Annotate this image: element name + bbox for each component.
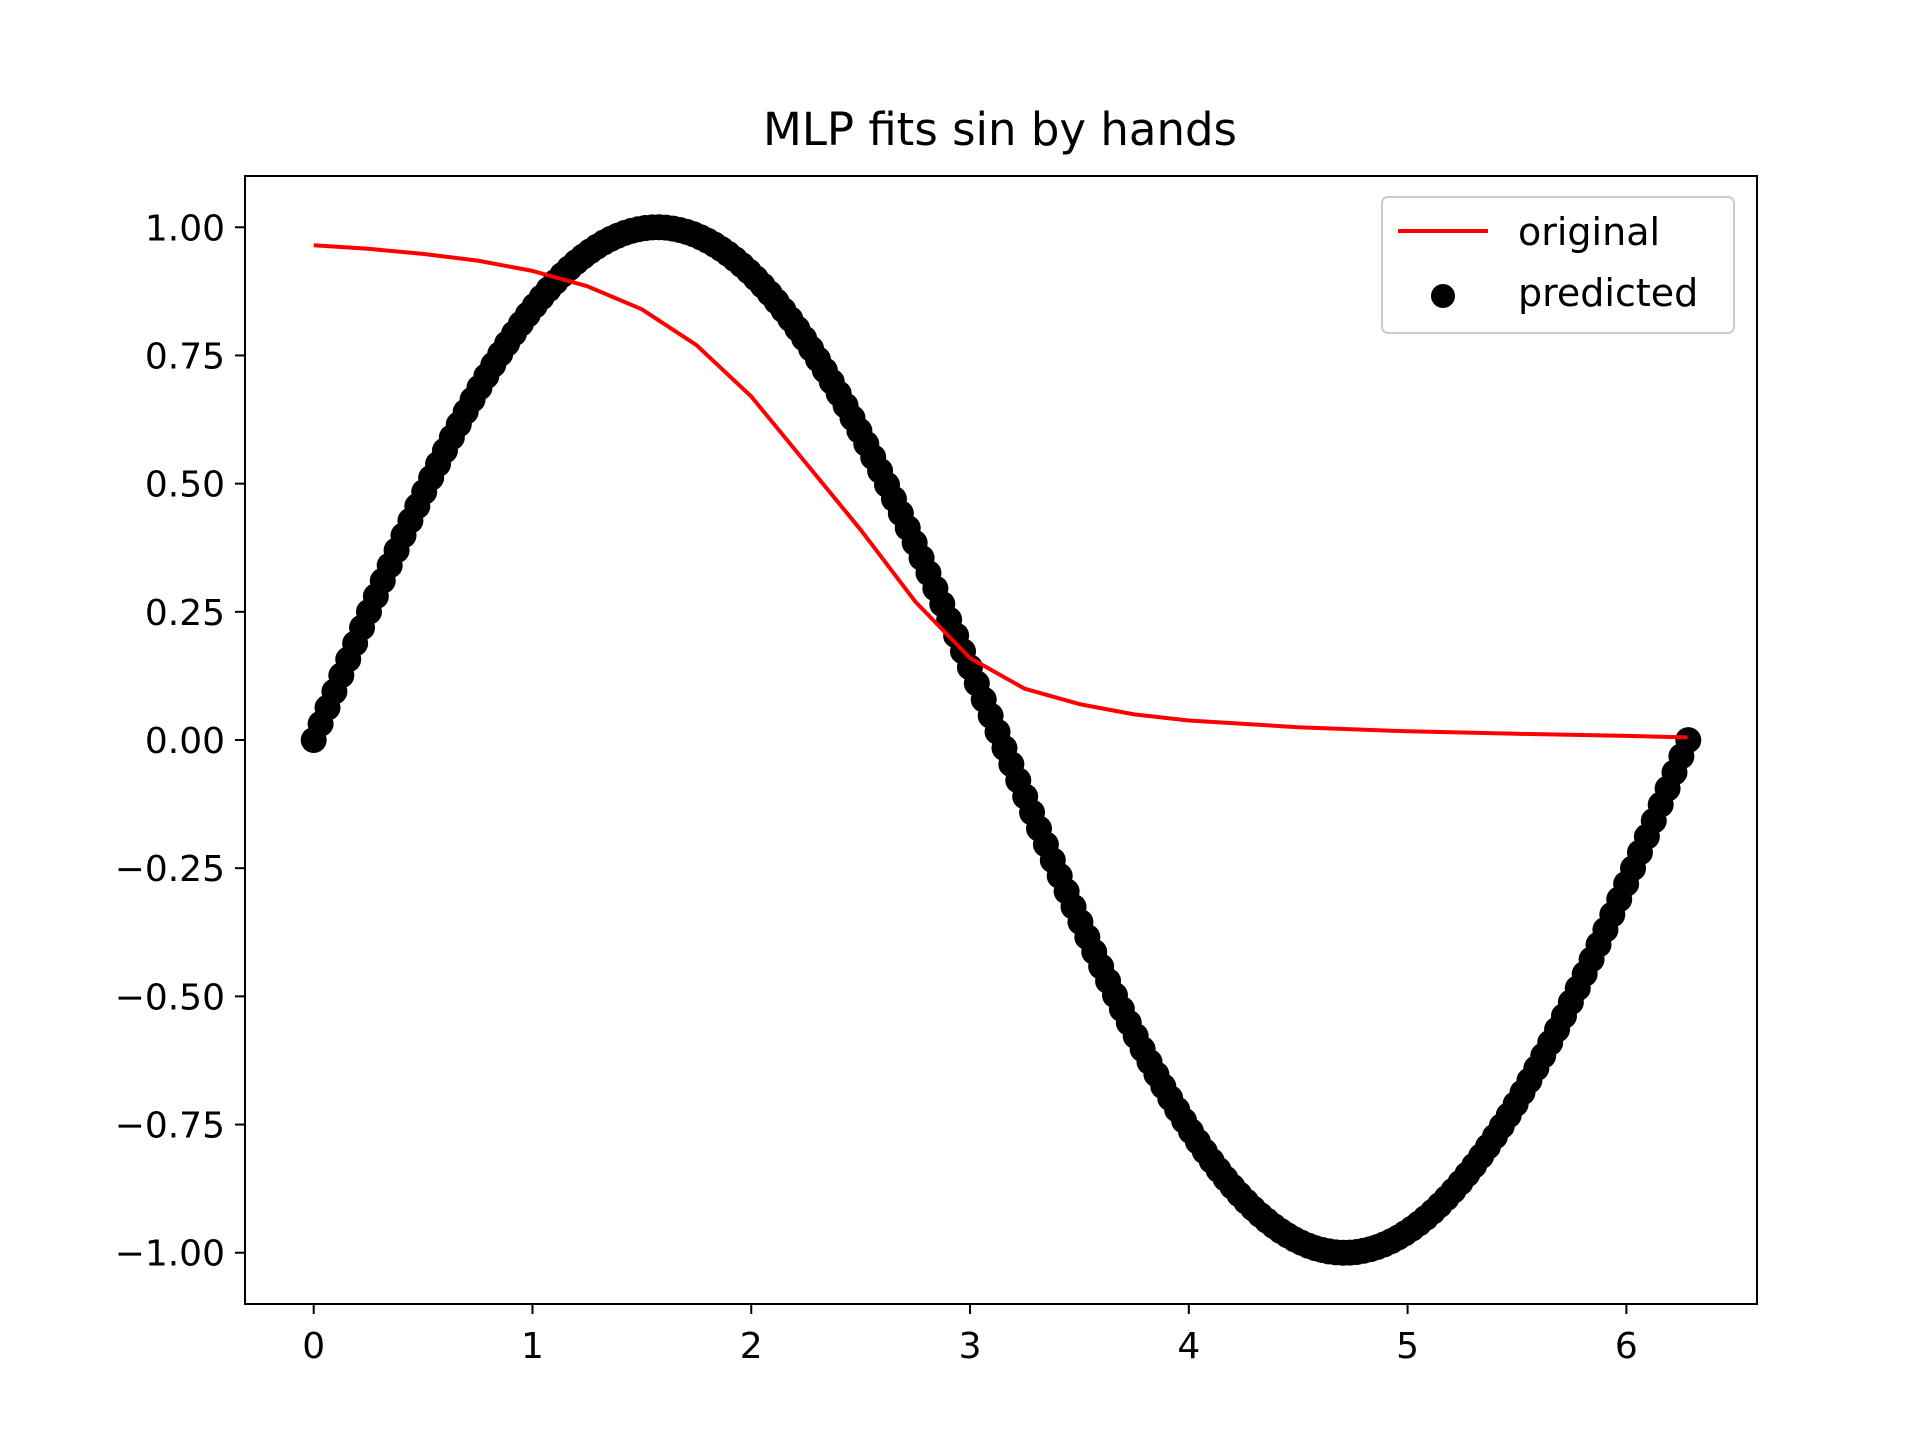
legend-original-label: original [1518,210,1660,254]
y-tick-label: 0.00 [145,721,225,762]
x-tick-label: 4 [1177,1326,1200,1367]
x-tick-label: 1 [521,1326,544,1367]
x-axis: 0 1 2 3 4 5 6 [302,1304,1638,1367]
x-tick-label: 5 [1396,1326,1419,1367]
y-tick-label: 0.75 [145,336,225,377]
legend-predicted-label: predicted [1518,271,1698,315]
y-tick-label: 0.50 [145,465,225,506]
original-line [313,243,1688,740]
legend-predicted-marker [1431,284,1455,308]
x-tick-label: 3 [959,1326,982,1367]
x-tick-label: 0 [302,1326,325,1367]
y-tick-label: 0.25 [145,593,225,634]
y-tick-label: 1.00 [145,208,225,249]
y-tick-label: −0.25 [115,849,225,890]
y-tick-label: −1.00 [115,1234,225,1275]
predicted-point [1675,727,1702,754]
plot-area [300,214,1702,1266]
y-axis: 1.00 0.75 0.50 0.25 0.00 −0.25 −0.50 −0.75 −1.00 [115,208,245,1275]
x-tick-label: 6 [1615,1326,1638,1367]
y-tick-label: −0.75 [115,1106,225,1147]
x-tick-label: 2 [740,1326,763,1367]
chart-title: MLP fits sin by hands [763,103,1237,156]
y-tick-label: −0.50 [115,977,225,1018]
legend: original predicted [1381,196,1735,334]
